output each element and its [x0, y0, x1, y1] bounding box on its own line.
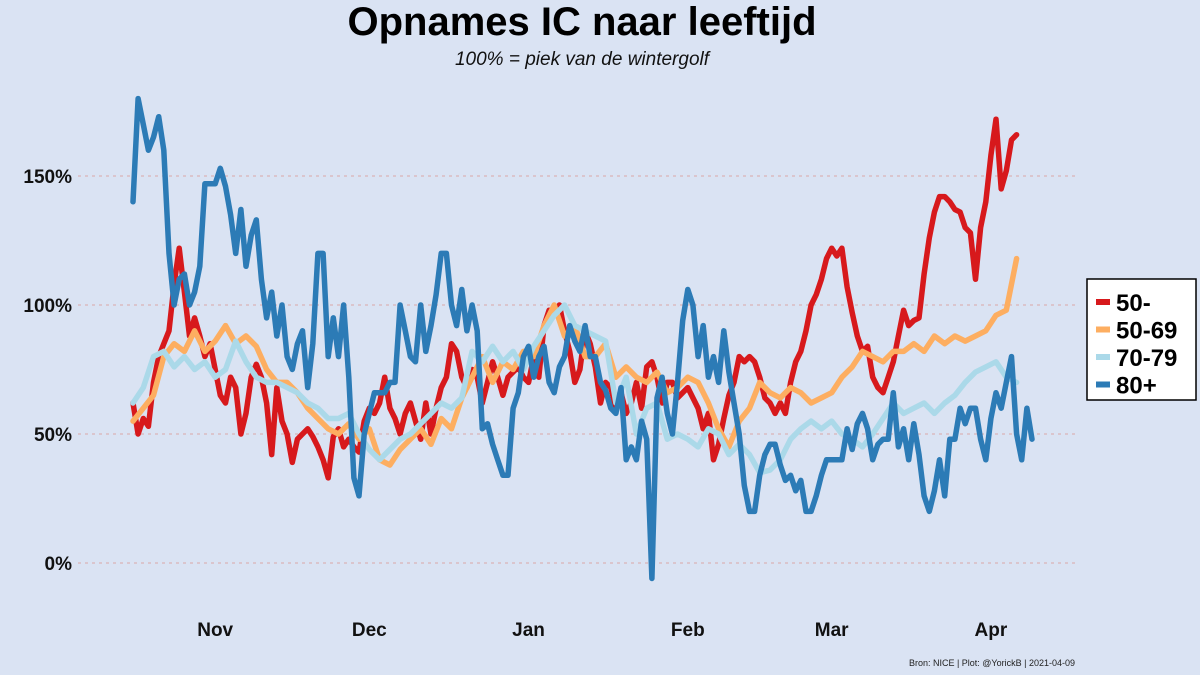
- legend-label-70-79: 70-79: [1116, 345, 1177, 372]
- chart-subtitle: 100% = piek van de wintergolf: [455, 49, 711, 70]
- y-axis-ticks: 0% 50% 100% 150%: [23, 167, 72, 575]
- legend-label-50-69: 50-69: [1116, 318, 1177, 345]
- y-tick-label: 150%: [23, 167, 72, 188]
- source-caption: Bron: NICE | Plot: @YorickB | 2021-04-09: [909, 658, 1075, 668]
- x-tick-label: Dec: [352, 620, 387, 641]
- grid-lines: [78, 175, 1075, 564]
- chart-title: Opnames IC naar leeftijd: [347, 0, 816, 44]
- legend-label-80+: 80+: [1116, 373, 1157, 400]
- x-tick-label: Feb: [671, 620, 705, 641]
- series-line-80+: [130, 95, 1035, 582]
- y-tick-label: 0%: [45, 554, 73, 575]
- series-lines: [130, 95, 1035, 582]
- y-tick-label: 50%: [34, 425, 72, 446]
- x-tick-label: Apr: [975, 620, 1008, 641]
- legend-label-50-: 50-: [1116, 290, 1151, 317]
- x-tick-label: Nov: [197, 620, 233, 641]
- x-tick-label: Mar: [815, 620, 849, 641]
- x-axis-ticks: Nov Dec Jan Feb Mar Apr: [197, 620, 1008, 641]
- x-tick-label: Jan: [512, 620, 545, 641]
- y-tick-label: 100%: [23, 296, 72, 317]
